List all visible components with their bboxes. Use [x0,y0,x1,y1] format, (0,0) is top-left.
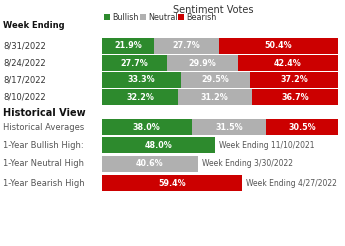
Bar [180,72,250,88]
Bar [102,72,180,88]
Text: 30.5%: 30.5% [288,123,316,132]
Text: 59.4%: 59.4% [158,179,186,187]
Text: 29.9%: 29.9% [189,59,217,67]
Bar [250,72,338,88]
Bar [102,119,192,135]
Text: Week Ending 4/27/2022: Week Ending 4/27/2022 [246,179,337,187]
Text: Week Ending 3/30/2022: Week Ending 3/30/2022 [202,159,293,169]
Text: 36.7%: 36.7% [281,92,309,102]
Text: 1-Year Neutral High: 1-Year Neutral High [3,159,84,169]
Text: Week Ending 11/10/2021: Week Ending 11/10/2021 [219,140,315,150]
Bar [104,14,110,20]
Bar [266,119,338,135]
Bar [102,38,154,54]
Text: 8/10/2022: 8/10/2022 [3,92,46,102]
Bar [178,14,184,20]
Bar [219,38,338,54]
Text: 32.2%: 32.2% [126,92,154,102]
Text: 8/31/2022: 8/31/2022 [3,42,46,50]
Text: 29.5%: 29.5% [201,76,229,84]
Text: Bullish: Bullish [112,13,138,21]
Text: 40.6%: 40.6% [136,159,164,169]
Bar [140,14,146,20]
Bar [154,38,219,54]
Bar [252,89,338,105]
Bar [167,55,238,71]
Text: 37.2%: 37.2% [280,76,308,84]
Text: 8/17/2022: 8/17/2022 [3,76,46,84]
Text: 31.5%: 31.5% [215,123,243,132]
Text: 31.2%: 31.2% [201,92,229,102]
Text: Neutral: Neutral [148,13,178,21]
Text: Historical Averages: Historical Averages [3,123,84,132]
Text: 48.0%: 48.0% [145,140,172,150]
Text: 50.4%: 50.4% [265,42,292,50]
Text: Sentiment Votes: Sentiment Votes [173,5,253,15]
Bar [192,119,266,135]
Text: Week Ending: Week Ending [3,21,65,31]
Bar [102,55,167,71]
Bar [102,137,215,153]
Text: Historical View: Historical View [3,108,86,118]
Bar [102,156,198,172]
Bar [238,55,338,71]
Text: 42.4%: 42.4% [274,59,302,67]
Bar [178,89,252,105]
Text: 21.9%: 21.9% [114,42,142,50]
Text: 8/24/2022: 8/24/2022 [3,59,46,67]
Text: Bearish: Bearish [186,13,216,21]
Text: 1-Year Bearish High: 1-Year Bearish High [3,179,85,187]
Text: 27.7%: 27.7% [121,59,149,67]
Bar [102,175,242,191]
Text: 33.3%: 33.3% [128,76,155,84]
Text: 38.0%: 38.0% [133,123,161,132]
Text: 27.7%: 27.7% [172,42,200,50]
Text: 1-Year Bullish High:: 1-Year Bullish High: [3,140,83,150]
Bar [102,89,178,105]
